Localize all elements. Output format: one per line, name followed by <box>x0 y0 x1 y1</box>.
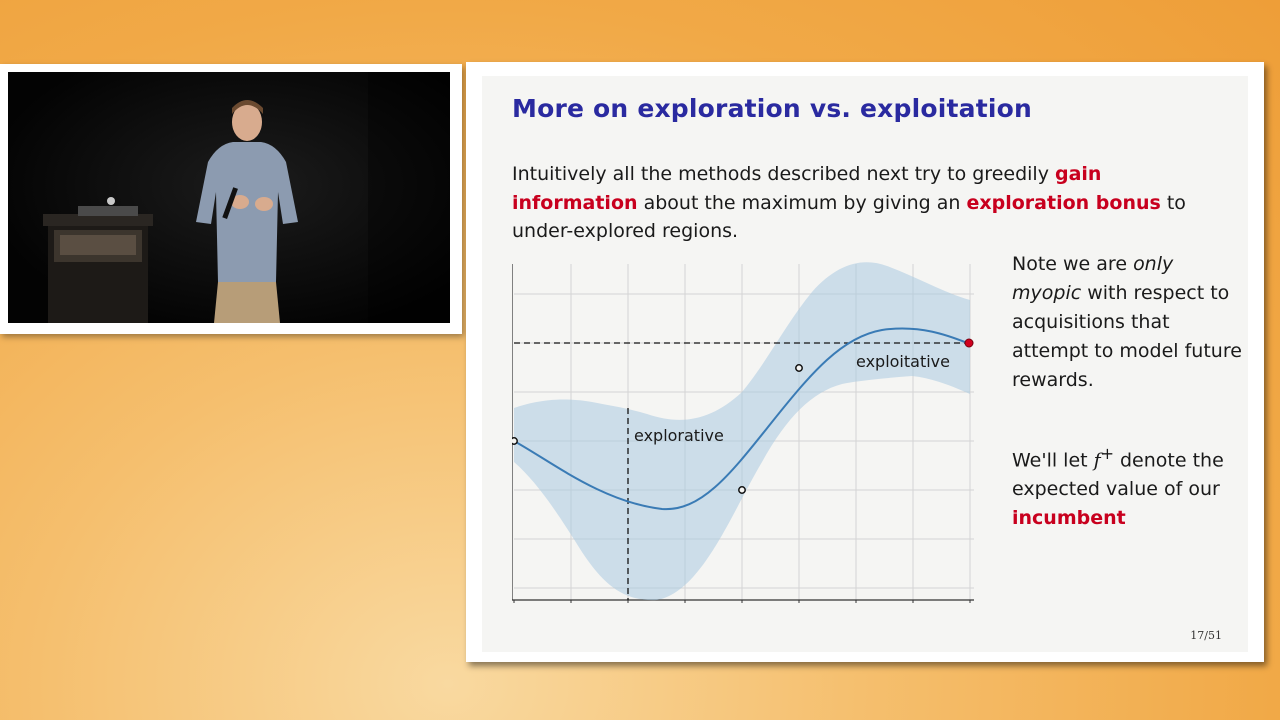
note-text-2: with respect to acquisitions that attemp… <box>1012 282 1242 391</box>
annotation-exploitative: exploitative <box>856 352 950 371</box>
chart-ticks <box>513 600 971 603</box>
intro-highlight-exploration-bonus: exploration bonus <box>966 191 1161 214</box>
note2-text-2: denote the expected value of our <box>1012 449 1224 501</box>
side-note: Note we are only myopic with respect to … <box>1012 250 1242 395</box>
intro-paragraph: Intuitively all the methods described ne… <box>512 160 1212 246</box>
annotation-explorative: explorative <box>634 426 724 445</box>
page-number: 17/51 <box>1190 629 1222 642</box>
note-text-1: Note we are <box>1012 253 1134 275</box>
incumbent-point <box>964 338 974 348</box>
speaker-video-icon <box>8 72 450 323</box>
note2-text-1: We'll let <box>1012 449 1094 472</box>
chart-axes <box>512 264 974 601</box>
intro-highlight-gain-information: gain information <box>512 163 1102 214</box>
note-italic: only myopic <box>1012 253 1174 304</box>
slide: More on exploration vs. exploitation Int… <box>482 76 1248 652</box>
observation-point <box>795 364 803 372</box>
note2-highlight-incumbent: incumbent <box>1012 507 1126 530</box>
intro-text-1: Intuitively all the methods described ne… <box>512 163 1055 185</box>
intro-text-2: about the maximum by giving an <box>637 191 967 214</box>
gp-chart: explorative exploitative <box>512 262 974 603</box>
observation-point <box>512 437 518 445</box>
slide-title: More on exploration vs. exploitation <box>512 94 1033 123</box>
incumbent-note: We'll let f+ denote the expected value o… <box>1012 439 1242 533</box>
speaker-video[interactable] <box>8 72 450 323</box>
intro-text-3: to under-explored regions. <box>512 191 1186 243</box>
observation-point <box>738 486 746 494</box>
f-superscript: + <box>1100 444 1114 463</box>
slide-panel: More on exploration vs. exploitation Int… <box>466 62 1264 662</box>
mean-curve <box>513 327 971 511</box>
speaker-video-panel <box>0 64 462 334</box>
observations <box>512 364 803 494</box>
f-symbol: f <box>1093 449 1101 472</box>
uncertainty-band <box>514 262 970 601</box>
